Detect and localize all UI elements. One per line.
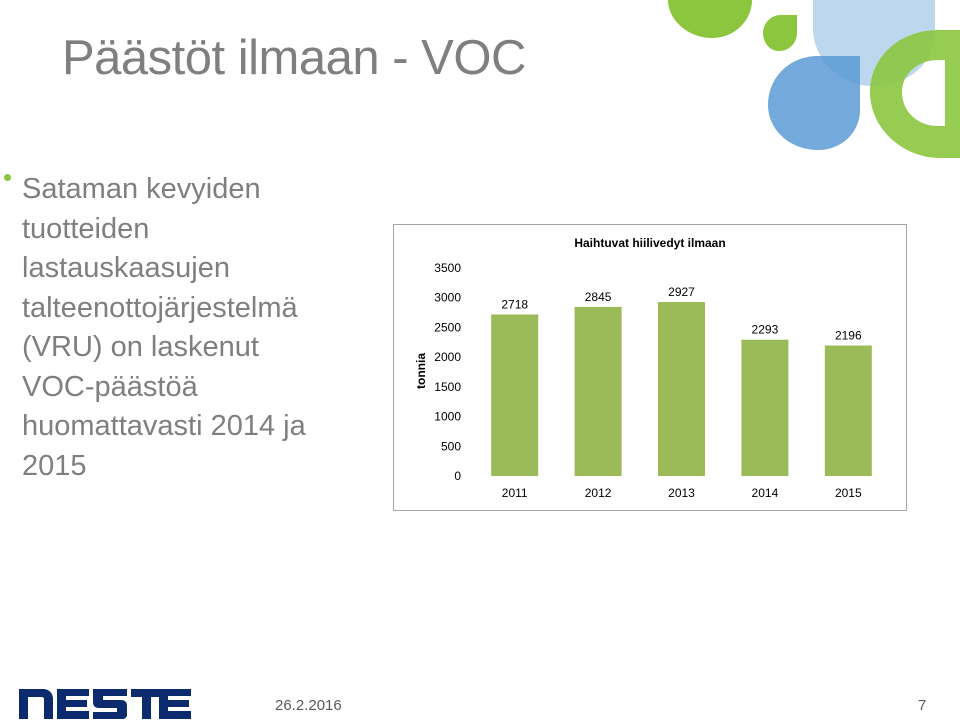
decorative-shapes — [668, 0, 960, 158]
chart-title: Haihtuvat hiilivedyt ilmaan — [574, 236, 725, 250]
x-tick-label: 2013 — [668, 486, 695, 500]
slide-date: 26.2.2016 — [275, 697, 342, 714]
y-axis-ticks: 0 500 1000 1500 2000 2500 3000 3500 — [434, 261, 461, 483]
y-tick-label: 1000 — [434, 410, 461, 424]
green-leaf-shape — [668, 0, 752, 38]
y-tick-label: 1500 — [434, 380, 461, 394]
x-tick-label: 2015 — [835, 486, 862, 500]
y-tick-label: 3000 — [434, 291, 461, 305]
bar-2014 — [741, 339, 789, 476]
bar-2015 — [824, 345, 872, 476]
y-tick-label: 3500 — [434, 261, 461, 275]
data-label-2015: 2196 — [835, 328, 862, 342]
x-tick-label: 2011 — [502, 486, 528, 500]
data-label-2013: 2927 — [668, 285, 695, 299]
data-label-2014: 2293 — [752, 323, 779, 337]
data-label-2012: 2845 — [585, 290, 612, 304]
y-tick-label: 0 — [454, 469, 461, 483]
data-label-2011: 2718 — [501, 297, 528, 311]
x-tick-label: 2012 — [585, 486, 612, 500]
blue-drop-shape — [768, 56, 860, 150]
green-ring-shape — [870, 30, 960, 158]
page-number: 7 — [918, 697, 927, 714]
y-tick-label: 500 — [441, 439, 461, 453]
x-axis-ticks: 2011 2012 2013 2014 2015 — [502, 486, 862, 500]
neste-logo — [19, 689, 191, 719]
bar-2013 — [658, 302, 705, 476]
y-tick-label: 2500 — [434, 320, 461, 334]
bullet-point — [4, 174, 11, 181]
slide-title: Päästöt ilmaan - VOC — [62, 31, 526, 85]
green-drop-shape — [763, 15, 797, 51]
bar-2012 — [574, 306, 622, 476]
y-tick-label: 2000 — [434, 350, 461, 364]
bar-2011 — [491, 314, 539, 476]
bar-series: 2718 2845 2927 2293 2196 — [491, 285, 872, 476]
chart-container: Haihtuvat hiilivedyt ilmaan tonnia 0 500 1… — [393, 224, 907, 511]
bar-chart: Haihtuvat hiilivedyt ilmaan tonnia 0 500 1… — [414, 236, 872, 500]
y-axis-label: tonnia — [414, 353, 428, 389]
bullet-text: Sataman kevyiden tuotteiden lastauskaasu… — [22, 173, 306, 482]
x-tick-label: 2014 — [752, 486, 779, 500]
